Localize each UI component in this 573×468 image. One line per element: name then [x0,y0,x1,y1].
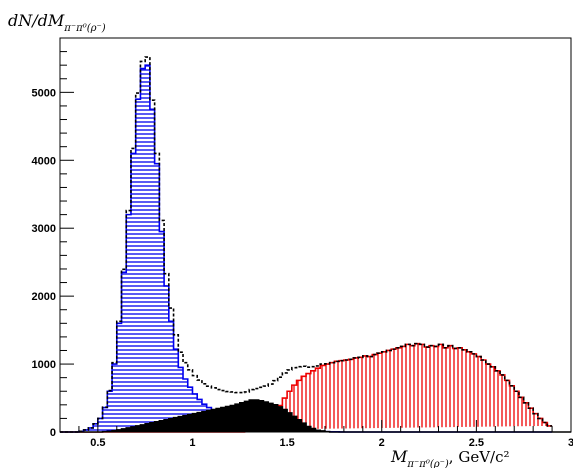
y-tick-label: 1000 [32,359,56,371]
y-axis-title-main: dN/dM [8,11,65,30]
x-tick-label: 1.5 [279,437,294,449]
x-axis-title-sub: π⁻π⁰(ρ⁻) [406,459,448,468]
series-0-area [60,65,553,433]
x-tick-label: 2 [379,437,385,449]
y-tick-label: 0 [50,427,56,439]
series-3 [60,56,553,433]
series-2-area [60,400,571,432]
x-axis-title-unit: , GeV/c² [449,448,510,466]
plot-frame [59,37,572,433]
x-tick-label: 1 [189,437,195,449]
y-tick-label: 3000 [32,223,56,235]
y-tick-label: 2000 [32,291,56,303]
y-tick-label: 5000 [32,87,56,99]
axes: 0.5 1 1.5 2 2.5 3 0 1000 2000 3000 4000 5000 [32,37,573,449]
x-tick-label: 2.5 [469,437,484,449]
series-3-outline [60,56,553,433]
x-tick-label: 3 [568,437,573,449]
plot-area [60,56,571,433]
y-tick-label: 4000 [32,155,56,167]
x-tick-label: 0.5 [90,437,105,449]
x-axis-title: Mπ⁻π⁰(ρ⁻), GeV/c² [390,447,510,468]
y-axis-title-sub: π⁻π⁰(ρ⁻) [63,23,105,34]
y-axis-title: dN/dMπ⁻π⁰(ρ⁻) [8,11,106,34]
series-1-area [60,343,553,432]
x-axis-title-main: M [390,447,408,466]
